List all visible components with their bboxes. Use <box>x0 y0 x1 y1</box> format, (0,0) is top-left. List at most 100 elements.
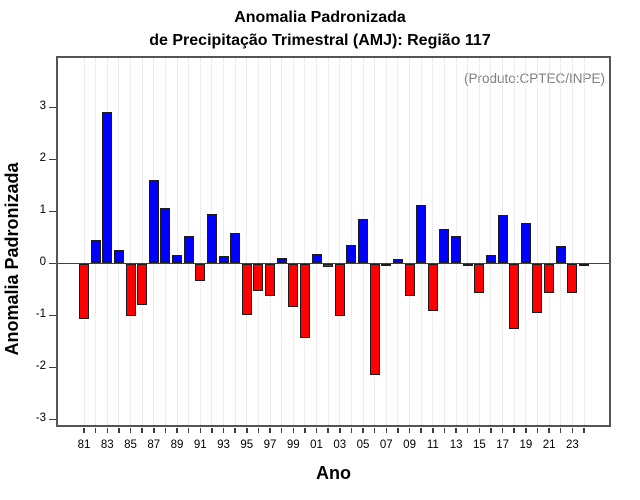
y-tick-label: -2 <box>35 360 46 372</box>
x-tick <box>466 428 469 433</box>
gridline <box>385 58 387 425</box>
x-tick <box>153 428 155 433</box>
x-tick <box>490 428 492 433</box>
y-tick <box>49 210 56 213</box>
bar-2006 <box>369 264 380 375</box>
x-tick <box>350 428 353 433</box>
x-tick <box>373 428 376 433</box>
chart-title-line2: de Precipitação Trimestral (AMJ): Região… <box>149 31 491 49</box>
x-tick-label: 85 <box>124 439 137 451</box>
x-tick <box>339 428 341 433</box>
x-tick-label: 95 <box>240 439 254 451</box>
y-tick-label: 2 <box>39 152 46 164</box>
gridline <box>176 58 178 425</box>
y-tick-label: 1 <box>39 204 46 216</box>
bar-1991 <box>195 264 206 282</box>
bar-1984 <box>113 249 124 264</box>
gridline <box>478 58 480 425</box>
x-tick <box>292 428 295 433</box>
x-tick <box>315 428 318 433</box>
bar-2024 <box>579 264 589 267</box>
x-tick <box>269 428 271 433</box>
gridline <box>536 58 538 425</box>
x-tick-label: 15 <box>472 439 486 451</box>
bar-2014 <box>462 264 473 267</box>
x-tick <box>280 428 283 433</box>
x-tick <box>559 428 562 433</box>
bar-2009 <box>404 264 415 296</box>
x-tick <box>455 428 457 433</box>
bar-1993 <box>218 255 229 264</box>
y-tick-label: 0 <box>39 256 46 268</box>
gridline <box>269 58 271 425</box>
zero-axis-line <box>58 262 609 265</box>
bar-2007 <box>381 264 392 267</box>
gridline <box>130 58 131 425</box>
bar-2020 <box>532 264 543 313</box>
x-tick <box>583 428 585 433</box>
chart-title: Anomalia Padronizada de Precipitação Tri… <box>0 7 640 52</box>
x-tick-label: 13 <box>449 439 463 451</box>
bar-1992 <box>206 213 217 264</box>
x-tick <box>199 428 202 433</box>
gridline <box>374 58 376 425</box>
x-tick <box>397 428 399 433</box>
bar-2018 <box>509 264 520 330</box>
x-tick <box>327 428 329 433</box>
bar-1983 <box>102 111 113 264</box>
bar-2016 <box>485 255 496 264</box>
gridline <box>409 58 411 425</box>
bar-2003 <box>334 264 345 316</box>
y-tick <box>49 314 56 317</box>
x-tick <box>571 428 574 433</box>
x-tick <box>176 428 178 433</box>
x-tick-label: 07 <box>379 439 393 451</box>
x-tick <box>432 428 434 433</box>
bar-1990 <box>183 235 194 264</box>
x-tick <box>129 428 132 433</box>
gridline <box>327 58 329 425</box>
x-tick-label: 05 <box>356 439 370 451</box>
y-tick-label: 3 <box>39 100 46 112</box>
bar-1995 <box>241 264 252 316</box>
gridline <box>571 58 573 425</box>
gridline <box>560 58 562 425</box>
x-tick <box>187 428 190 433</box>
bar-1996 <box>253 264 264 291</box>
x-tick-label: 87 <box>147 439 161 451</box>
plot-area: (Produto:CPTEC/INPE) <box>56 56 611 427</box>
bar-2012 <box>439 229 450 264</box>
x-tick <box>548 428 550 433</box>
x-tick-label: 81 <box>77 439 91 451</box>
x-tick <box>536 428 539 433</box>
source-annotation: (Produto:CPTEC/INPE) <box>463 71 605 86</box>
x-tick <box>94 428 97 433</box>
gridline <box>583 58 585 425</box>
y-tick <box>49 366 56 369</box>
x-tick <box>211 428 213 433</box>
bar-1998 <box>276 257 287 264</box>
bar-1988 <box>160 208 171 264</box>
bar-2013 <box>451 236 462 264</box>
bar-2023 <box>567 264 578 294</box>
bar-1999 <box>288 264 299 307</box>
gridline <box>292 58 294 425</box>
gridline <box>467 58 469 425</box>
x-tick <box>385 428 388 433</box>
gridline <box>246 58 248 425</box>
bar-1987 <box>148 179 159 264</box>
x-tick-label: 09 <box>403 439 416 451</box>
x-tick-label: 17 <box>496 439 509 451</box>
gridline <box>432 58 434 425</box>
x-tick <box>443 428 446 433</box>
x-tick-label: 03 <box>333 439 347 451</box>
x-tick <box>106 428 108 433</box>
y-tick <box>49 262 56 265</box>
gridline <box>339 58 341 425</box>
gridline <box>316 58 318 425</box>
y-tick <box>49 418 56 421</box>
x-tick <box>362 428 364 433</box>
x-tick-label: 01 <box>310 439 323 451</box>
y-tick-label: -1 <box>35 308 46 320</box>
